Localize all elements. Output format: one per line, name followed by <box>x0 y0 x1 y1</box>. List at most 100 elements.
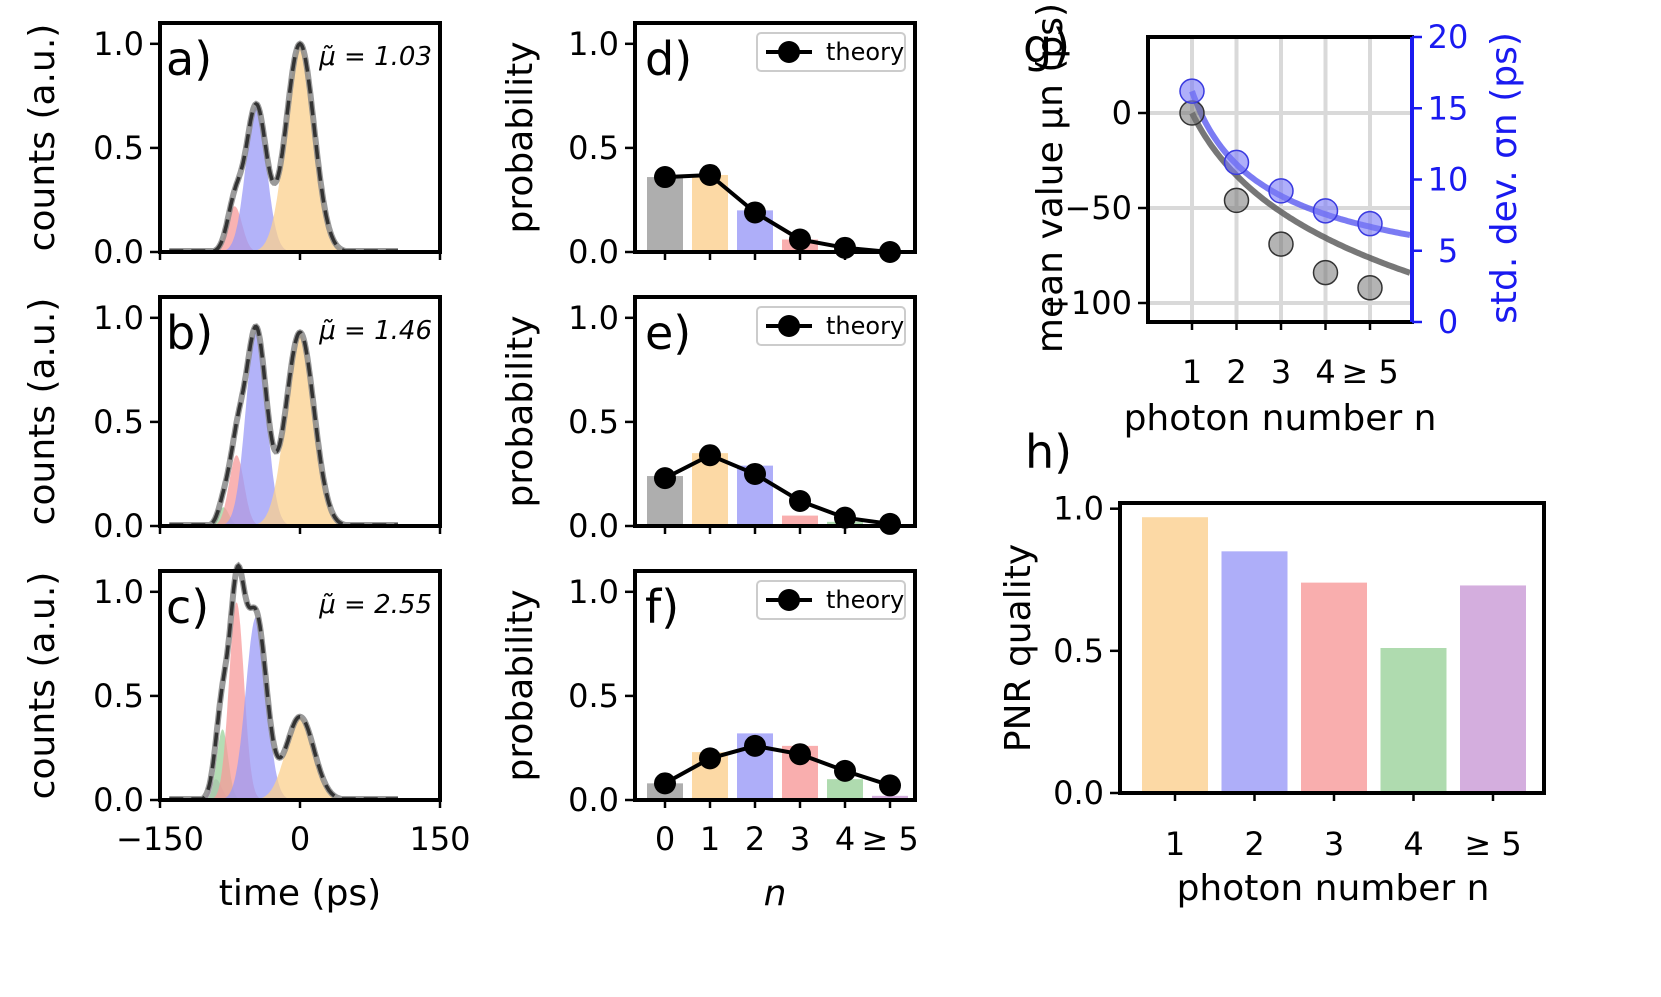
y-axis-label: counts (a.u.) <box>22 298 63 526</box>
x-tick-label: 1 <box>1165 825 1185 863</box>
component-area-n2 <box>215 616 298 800</box>
x-tick-label: 150 <box>409 820 470 858</box>
legend-marker <box>778 589 800 611</box>
legend-marker <box>778 41 800 63</box>
mean-point <box>1179 100 1205 126</box>
component-area-n4 <box>200 729 245 800</box>
axes-frame <box>1118 501 1546 795</box>
x-tick-label: 4 <box>1403 825 1423 863</box>
y-tick-label: 1.0 <box>568 25 619 63</box>
theory-point <box>834 759 856 782</box>
y-tick-label: 0.5 <box>568 403 619 441</box>
axes-frame <box>633 295 917 528</box>
component-area-n3 <box>206 602 267 800</box>
y-tick-label: 1.0 <box>1053 490 1104 528</box>
x-axis-label: photon number n <box>1124 398 1437 439</box>
legend-label: theory <box>826 312 904 340</box>
x-axis-label: time (ps) <box>219 873 381 914</box>
std-point <box>1357 210 1383 237</box>
mean-point <box>1357 275 1383 301</box>
x-tick-label: ≥ 5 <box>1341 353 1398 391</box>
y-tick-label: 0.5 <box>93 403 144 441</box>
theory-point <box>654 166 676 189</box>
panel-label: b) <box>166 306 213 360</box>
x-tick-label: 3 <box>790 820 810 858</box>
x-tick-label: ≥ 5 <box>861 820 918 858</box>
y-axis-label-right: std. dev. σn (ps) <box>1484 32 1525 324</box>
x-tick-label: 0 <box>290 820 310 858</box>
x-axis-label: photon number n <box>1177 868 1490 909</box>
quality-bar-3 <box>1301 582 1367 793</box>
y-tick-label-right: 10 <box>1428 161 1469 199</box>
panel-a: 0.0 0.5 1.0 counts (a.u.) a) μ̃ = 1.03 <box>22 21 442 271</box>
y-tick-label: 0.0 <box>568 507 619 545</box>
x-tick-label: 2 <box>1244 825 1264 863</box>
x-tick-label: 3 <box>1271 353 1291 391</box>
panel-label: a) <box>166 32 212 86</box>
quality-bar-1 <box>1142 517 1208 793</box>
x-tick-label: 1 <box>700 820 720 858</box>
quality-bar-4 <box>1380 648 1447 793</box>
mean-point <box>1312 259 1339 286</box>
y-axis-label: probability <box>500 315 541 507</box>
panel-label: c) <box>166 580 209 634</box>
x-tick-label: 1 <box>1182 353 1202 391</box>
panel-label: f) <box>645 580 679 634</box>
legend-label: theory <box>826 38 904 66</box>
quality-bar-2 <box>1221 551 1288 793</box>
panel-label: h) <box>1025 425 1072 479</box>
mean-point <box>1268 231 1294 257</box>
y-tick-label: 0.0 <box>93 233 144 271</box>
y-tick-label-left: −50 <box>1064 189 1132 227</box>
component-area-n3 <box>206 455 267 526</box>
y-tick-label: 1.0 <box>568 573 619 611</box>
std-point <box>1312 198 1339 224</box>
y-tick-label: 0.0 <box>93 507 144 545</box>
y-tick-label: 1.0 <box>93 299 144 337</box>
panel-e: 0.0 0.5 1.0 probability e) theory <box>500 295 917 545</box>
y-axis-label: probability <box>500 589 541 781</box>
y-axis-label: counts (a.u.) <box>22 24 63 252</box>
x-tick-label: 2 <box>745 820 765 858</box>
y-tick-label: 1.0 <box>93 573 144 611</box>
mean-fit-curve <box>1189 111 1412 276</box>
theory-point <box>789 228 811 251</box>
y-tick-label-right: 20 <box>1428 18 1469 56</box>
theory-point <box>654 772 676 795</box>
y-axis-label-left: mean value μn (ps) <box>1030 3 1071 353</box>
x-tick-label: 4 <box>835 820 855 858</box>
panel-label: d) <box>645 32 692 86</box>
legend-marker <box>778 315 800 337</box>
y-axis-label: probability <box>500 41 541 233</box>
legend: theory <box>756 306 906 346</box>
component-area-n1 <box>244 43 356 252</box>
legend-label: theory <box>826 586 904 614</box>
theory-point <box>879 774 901 797</box>
x-tick-label: ≥ 5 <box>1464 825 1521 863</box>
theory-point <box>789 490 811 513</box>
y-tick-label: 0.5 <box>93 129 144 167</box>
prob-bar-n5 <box>872 795 908 800</box>
theory-point <box>834 506 856 529</box>
y-tick-label: 0.0 <box>568 781 619 819</box>
x-tick-label: 2 <box>1226 353 1246 391</box>
panel-label: e) <box>645 306 691 360</box>
panel-g: 0 −50 −100 0 5 10 15 20 1 2 3 4 ≥ 5 photon number n me… <box>1023 3 1525 439</box>
prob-bar-n4 <box>827 779 863 800</box>
prob-bar-n3 <box>782 515 818 526</box>
y-tick-label: 0.0 <box>1053 774 1104 812</box>
y-tick-label: 0.0 <box>93 781 144 819</box>
x-tick-label: −150 <box>116 820 204 858</box>
theory-point <box>879 512 901 535</box>
x-tick-label: 4 <box>1315 353 1335 391</box>
theory-point <box>654 467 676 490</box>
theory-point <box>744 462 766 485</box>
std-point <box>1268 178 1294 204</box>
panel-f: 0.0 0.5 1.0 0 1 2 3 4 ≥ 5 n probability f) theory <box>500 569 919 914</box>
y-tick-label: 1.0 <box>568 299 619 337</box>
axes-frame <box>633 569 917 802</box>
std-point <box>1179 78 1205 104</box>
theory-point <box>744 201 766 224</box>
x-tick-label: 0 <box>655 820 675 858</box>
